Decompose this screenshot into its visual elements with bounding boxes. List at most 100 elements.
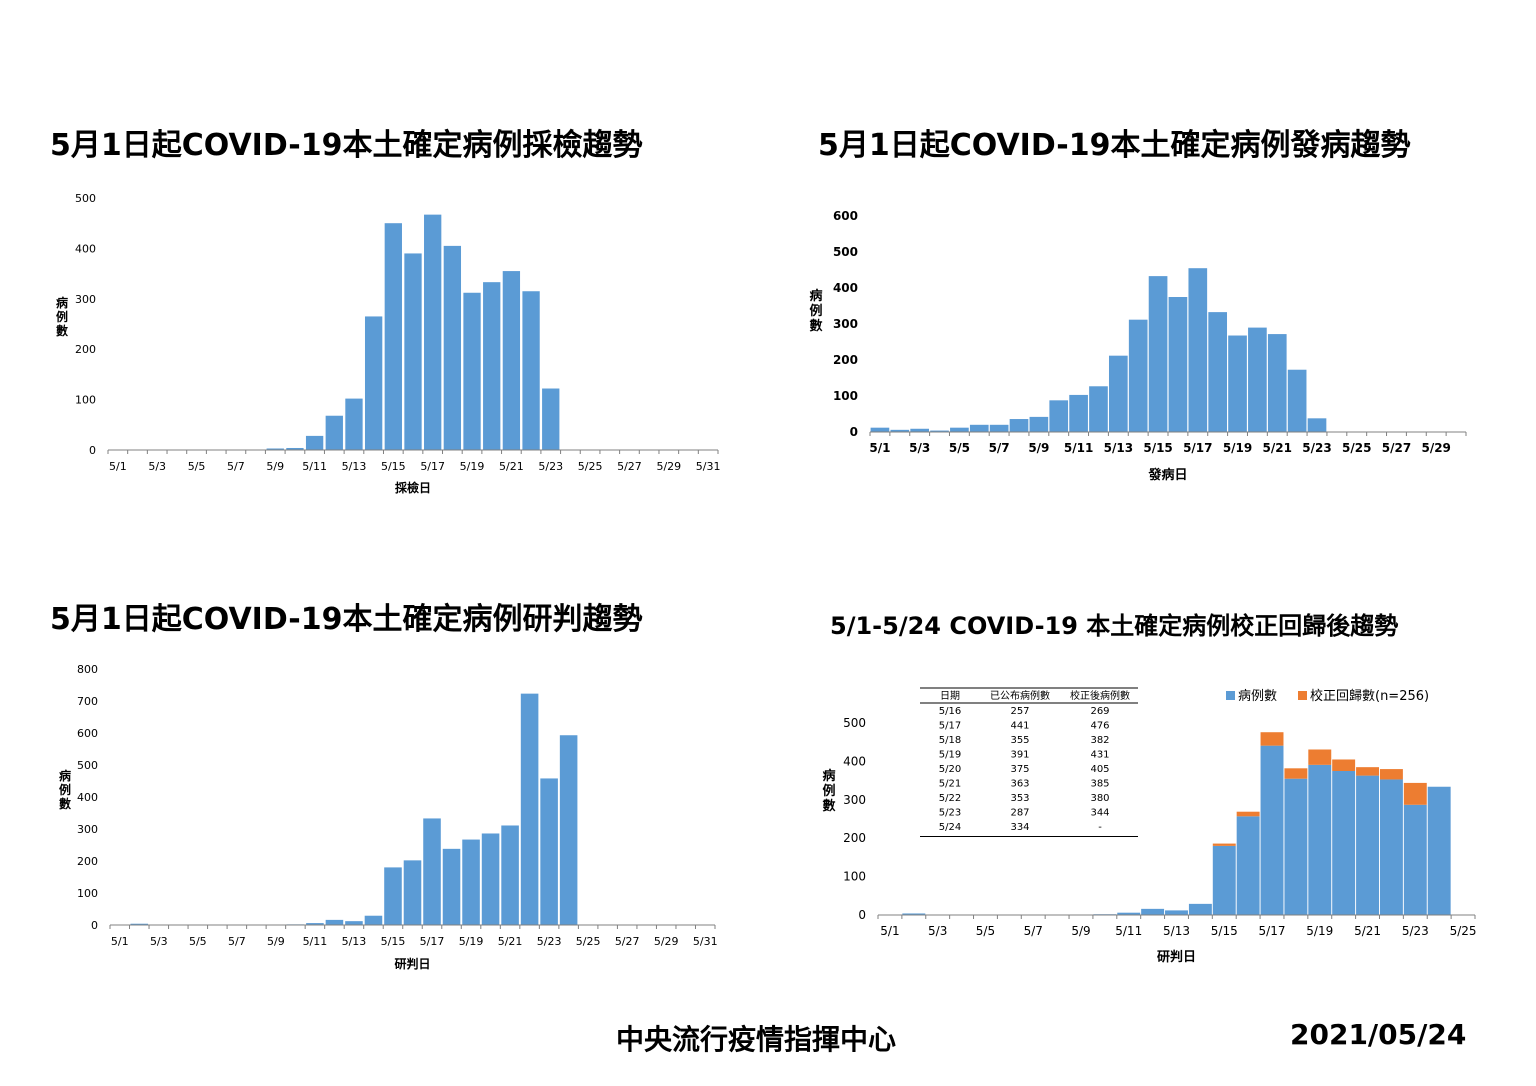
bar-5/16 <box>403 860 422 925</box>
x-tick-label: 5/25 <box>1342 441 1371 455</box>
table-cell: 344 <box>1090 808 1109 819</box>
chart-title: 5月1日起COVID-19本土確定病例發病趨勢 <box>818 128 1411 163</box>
bar-5/20 <box>481 833 500 925</box>
table-cell: 391 <box>1010 750 1029 761</box>
bar-adjusted-5/22 <box>1379 769 1403 780</box>
x-tick-label: 5/21 <box>1354 924 1381 938</box>
y-tick-label: 0 <box>858 908 866 922</box>
x-tick-label: 5/19 <box>460 460 485 473</box>
table-cell: 431 <box>1090 750 1109 761</box>
bar-5/14 <box>364 915 383 925</box>
bar-5/22 <box>1287 369 1307 432</box>
bar-reported-5/24 <box>1427 786 1451 915</box>
table-cell: 334 <box>1010 822 1029 833</box>
x-tick-label: 5/9 <box>1028 441 1049 455</box>
x-axis-title: 研判日 <box>394 956 430 971</box>
x-tick-label: 5/19 <box>1223 441 1252 455</box>
bar-5/23 <box>540 778 558 925</box>
bar-reported-5/21 <box>1356 775 1380 915</box>
y-axis-title: 病例數 <box>822 768 835 814</box>
bar-reported-5/22 <box>1379 779 1403 915</box>
bar-5/9 <box>266 448 284 450</box>
table-cell: - <box>1098 822 1102 833</box>
bar-5/17 <box>424 214 442 450</box>
bar-5/2 <box>890 429 910 432</box>
y-tick-label: 400 <box>75 242 96 255</box>
table-header-cell: 校正後病例數 <box>1070 689 1130 702</box>
legend-swatch-reported <box>1226 691 1235 700</box>
bar-5/21 <box>501 825 519 925</box>
table-cell: 355 <box>1010 735 1029 746</box>
y-tick-label: 500 <box>843 716 866 730</box>
table-cell: 363 <box>1010 779 1029 790</box>
table-cell: 385 <box>1090 779 1109 790</box>
bar-reported-5/11 <box>1117 912 1141 915</box>
x-tick-label: 5/5 <box>189 935 207 948</box>
table-cell: 5/21 <box>939 779 961 790</box>
table-cell: 5/23 <box>939 808 961 819</box>
x-tick-label: 5/17 <box>420 460 445 473</box>
bar-reported-5/12 <box>1141 908 1165 915</box>
y-tick-label: 200 <box>77 855 98 868</box>
y-tick-label: 200 <box>833 353 858 367</box>
bar-reported-5/18 <box>1284 778 1308 915</box>
bar-adjusted-5/19 <box>1308 749 1332 765</box>
table-cell: 380 <box>1090 793 1109 804</box>
x-tick-label: 5/29 <box>654 935 679 948</box>
legend-label-reported: 病例數 <box>1238 689 1277 704</box>
y-tick-label: 100 <box>77 887 98 900</box>
bar-5/20 <box>1248 327 1267 432</box>
bar-adjusted-5/21 <box>1356 767 1380 776</box>
x-tick-label: 5/15 <box>381 460 406 473</box>
y-tick-label: 500 <box>77 759 98 772</box>
x-tick-label: 5/1 <box>880 924 899 938</box>
x-tick-label: 5/5 <box>976 924 995 938</box>
bar-5/18 <box>442 848 461 925</box>
x-tick-label: 5/23 <box>1402 924 1429 938</box>
bar-5/18 <box>1208 312 1228 432</box>
bar-adjusted-5/15 <box>1212 843 1236 846</box>
bar-adjusted-5/18 <box>1284 768 1308 779</box>
x-tick-label: 5/9 <box>1071 924 1090 938</box>
table-cell: 441 <box>1010 721 1029 732</box>
bar-5/15 <box>1148 276 1168 432</box>
x-tick-label: 5/29 <box>656 460 681 473</box>
bar-5/1 <box>870 427 890 432</box>
x-tick-label: 5/11 <box>302 460 327 473</box>
bar-5/16 <box>404 253 422 450</box>
y-tick-label: 200 <box>75 343 96 356</box>
table-cell: 353 <box>1010 793 1029 804</box>
bar-adjusted-5/17 <box>1260 732 1284 746</box>
x-tick-label: 5/23 <box>538 460 563 473</box>
table-cell: 257 <box>1010 706 1029 717</box>
bar-5/17 <box>423 818 441 925</box>
bar-5/13 <box>1108 355 1128 432</box>
x-tick-label: 5/11 <box>303 935 328 948</box>
x-tick-label: 5/7 <box>1024 924 1043 938</box>
y-tick-label: 100 <box>75 394 96 407</box>
bar-5/10 <box>1049 400 1069 432</box>
x-tick-label: 5/27 <box>617 460 642 473</box>
x-tick-label: 5/31 <box>696 460 721 473</box>
bar-5/4 <box>930 430 949 432</box>
x-tick-label: 5/27 <box>615 935 640 948</box>
x-tick-label: 5/7 <box>228 935 246 948</box>
y-tick-label: 300 <box>843 793 866 807</box>
table-cell: 5/19 <box>939 750 961 761</box>
x-tick-label: 5/13 <box>342 460 367 473</box>
table-cell: 476 <box>1090 721 1109 732</box>
bar-5/8 <box>1009 419 1029 432</box>
bar-5/12 <box>325 919 344 925</box>
chart-title: 5月1日起COVID-19本土確定病例採檢趨勢 <box>50 128 643 163</box>
bar-5/17 <box>1188 268 1208 432</box>
bar-5/16 <box>1168 297 1188 432</box>
y-tick-label: 400 <box>77 791 98 804</box>
y-tick-label: 100 <box>843 870 866 884</box>
x-tick-label: 5/23 <box>1302 441 1331 455</box>
x-tick-label: 5/31 <box>693 935 718 948</box>
bar-reported-5/2 <box>902 913 926 915</box>
bar-reported-5/23 <box>1403 804 1427 915</box>
bar-5/11 <box>305 435 324 450</box>
y-tick-label: 0 <box>850 425 858 439</box>
